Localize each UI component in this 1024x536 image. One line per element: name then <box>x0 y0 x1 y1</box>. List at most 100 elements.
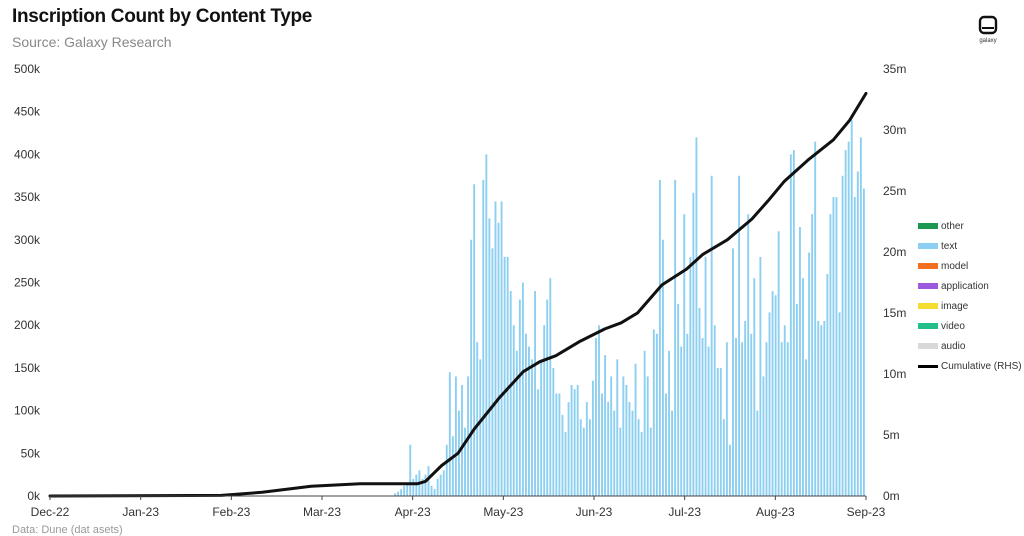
bar-text <box>448 372 451 496</box>
bar-text <box>792 150 795 496</box>
bar-text <box>482 180 485 496</box>
bar-text <box>476 342 479 496</box>
y-left-tick-label: 150k <box>14 361 41 375</box>
bar-text <box>683 214 686 496</box>
cumulative-line-layer <box>48 91 868 498</box>
bar-text <box>856 171 859 497</box>
chart-subtitle: Source: Galaxy Research <box>12 34 172 50</box>
bar-text <box>808 252 811 496</box>
bar-text <box>524 333 527 496</box>
legend-label: audio <box>941 340 966 352</box>
x-tick-label: Mar-23 <box>303 505 341 519</box>
bar-text <box>741 342 744 496</box>
legend-item-audio: audio <box>918 336 1022 356</box>
legend-item-other: other <box>918 216 1022 236</box>
bar-text <box>531 359 533 496</box>
bar-text <box>692 192 695 496</box>
bar-text <box>640 431 643 496</box>
bar-text <box>695 137 698 496</box>
bar-text <box>811 214 814 496</box>
bar-text <box>470 239 473 497</box>
bar-text <box>445 444 448 496</box>
x-tick-label: Jan-23 <box>122 505 159 519</box>
bar-text <box>558 393 561 496</box>
bar-text <box>403 485 406 496</box>
bar-text <box>802 278 804 496</box>
bar-text <box>610 376 613 496</box>
bar-text <box>814 141 817 496</box>
y-right-tick-label: 0m <box>883 489 900 503</box>
bar-text <box>436 478 439 496</box>
bar-text <box>762 376 765 496</box>
legend-label: video <box>941 320 965 332</box>
bar-text <box>601 393 603 496</box>
bar-text <box>576 384 579 496</box>
x-tick-label: Aug-23 <box>756 505 795 519</box>
bar-text <box>707 346 710 496</box>
bar-text <box>783 325 786 496</box>
bar-text <box>759 256 762 496</box>
bar-text <box>479 359 482 496</box>
bar-text <box>853 197 856 496</box>
bar-text <box>503 256 506 496</box>
bar-text <box>598 325 600 496</box>
bar-text <box>512 325 515 496</box>
bar-text <box>719 367 722 496</box>
bar-text <box>637 419 640 496</box>
bar-text <box>430 485 433 496</box>
bar-text <box>555 393 558 496</box>
cumulative-line <box>48 91 868 498</box>
bar-text <box>643 350 646 496</box>
y-left-tick-label: 500k <box>14 62 41 76</box>
data-source-note: Data: Dune (dat asets) <box>12 524 123 536</box>
bar-text <box>799 226 801 497</box>
bar-text <box>515 350 518 496</box>
bar-text <box>442 470 445 496</box>
y-left-tick-label: 50k <box>21 446 41 460</box>
x-tick-label: Feb-23 <box>212 505 250 519</box>
y-left-tick-label: 0k <box>27 489 41 503</box>
legend-swatch <box>918 323 938 329</box>
bar-text <box>844 150 847 496</box>
bar-text <box>518 299 521 496</box>
bar-text <box>619 427 622 496</box>
bar-text <box>713 325 716 496</box>
bar-text <box>613 410 616 496</box>
bar-text <box>747 214 750 496</box>
galaxy-logo-icon <box>978 15 998 35</box>
bar-text <box>786 342 789 496</box>
bar-text <box>534 291 537 496</box>
bar-text <box>859 137 862 496</box>
legend-label: image <box>941 300 969 312</box>
legend-swatch <box>918 283 938 289</box>
y-left-tick-label: 200k <box>14 318 41 332</box>
bar-text <box>789 154 792 496</box>
bar-text <box>665 393 667 496</box>
bar-text <box>722 419 725 496</box>
bar-text <box>570 384 573 496</box>
bar-text <box>564 431 567 496</box>
bar-text <box>506 256 509 496</box>
bar-text <box>750 333 753 496</box>
bar-text <box>561 414 564 496</box>
bar-text <box>689 256 692 496</box>
legend-label: model <box>941 260 969 272</box>
legend-swatch <box>918 243 938 249</box>
legend-item-application: application <box>918 276 1022 296</box>
x-tick-label: Jul-23 <box>668 505 701 519</box>
y-right-tick-label: 15m <box>883 306 906 320</box>
legend-label: application <box>941 280 989 292</box>
bar-text <box>646 376 649 496</box>
x-tick-label: Sep-23 <box>847 505 886 519</box>
bar-text <box>540 359 543 496</box>
bar-text <box>704 256 707 496</box>
bar-text <box>409 444 412 496</box>
bar-text <box>780 342 783 496</box>
bar-text <box>732 248 734 496</box>
legend-item-video: video <box>918 316 1022 336</box>
bar-text <box>451 436 454 496</box>
bar-text <box>454 376 457 496</box>
legend-label: Cumulative (RHS) <box>941 360 1022 372</box>
bar-text <box>579 419 582 496</box>
bar-text <box>607 402 610 496</box>
